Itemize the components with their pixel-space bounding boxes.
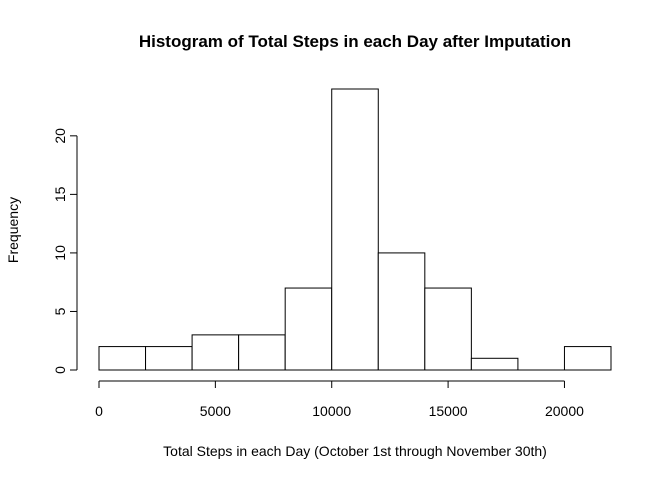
y-tick-label: 20 <box>52 128 68 144</box>
y-tick-label: 10 <box>52 245 68 261</box>
histogram-bar <box>238 334 286 371</box>
histogram-bar <box>470 357 519 371</box>
y-tick-label: 15 <box>52 186 68 202</box>
x-axis-label: Total Steps in each Day (October 1st thr… <box>163 443 547 459</box>
histogram-bar <box>563 346 612 371</box>
y-tick-label: 5 <box>52 307 68 315</box>
histogram-bar <box>284 287 333 371</box>
x-tick-label: 20000 <box>545 403 584 419</box>
x-tick-label: 0 <box>95 403 103 419</box>
chart-title: Histogram of Total Steps in each Day aft… <box>139 32 571 51</box>
histogram-bar <box>424 287 472 371</box>
x-tick-label: 10000 <box>312 403 351 419</box>
y-axis-label: Frequency <box>5 197 21 263</box>
bars-group <box>98 88 612 371</box>
histogram-bar <box>331 88 379 371</box>
y-tick-label: 0 <box>52 366 68 374</box>
histogram-bar <box>377 252 426 371</box>
x-tick-label: 15000 <box>429 403 468 419</box>
y-axis: 0 5 10 15 20 <box>52 128 78 374</box>
histogram-bar <box>98 346 147 371</box>
x-axis: 0 5000 10000 15000 20000 <box>95 380 584 419</box>
histogram-bar <box>191 334 240 371</box>
x-tick-label: 5000 <box>200 403 231 419</box>
histogram-bar <box>145 346 193 371</box>
